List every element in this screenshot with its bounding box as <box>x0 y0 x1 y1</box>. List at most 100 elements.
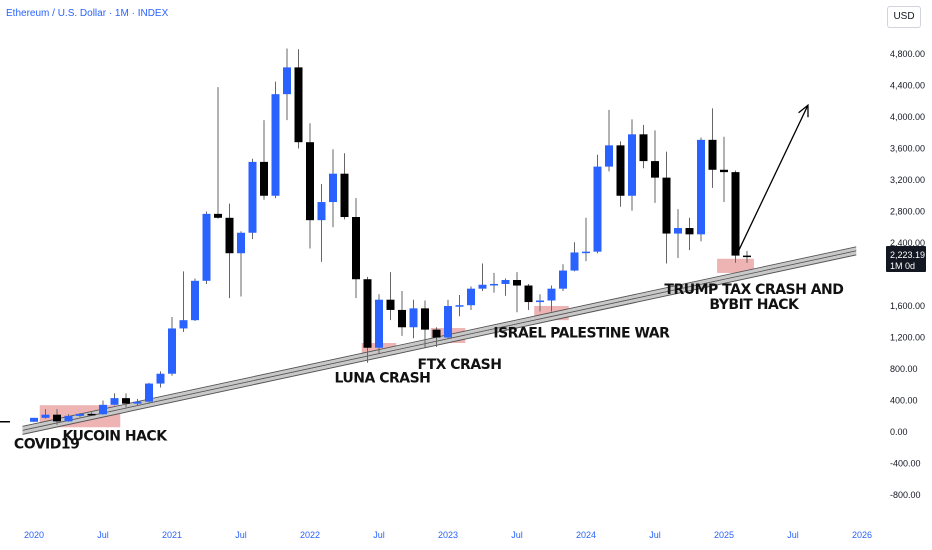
projection-arrow-head <box>798 103 809 118</box>
candle-body-6 <box>99 404 107 415</box>
x-tick-5: Jul <box>373 530 385 540</box>
candle-body-10 <box>145 383 153 402</box>
y-tick-4: 3,200.00 <box>890 175 925 185</box>
candle-body-38 <box>467 288 475 306</box>
y-tick-2: 4,000.00 <box>890 112 925 122</box>
candle-body-35 <box>432 329 441 338</box>
y-tick-7: 1,600.00 <box>890 301 925 311</box>
trendline-fill-2 <box>22 251 857 434</box>
annotation-0: COVID19 <box>14 437 79 453</box>
x-tick-9: Jul <box>649 530 661 540</box>
candle-body-46 <box>559 270 567 289</box>
x-tick-4: 2022 <box>300 530 320 540</box>
candle-body-60 <box>720 169 728 173</box>
y-tick-10: 400.00 <box>890 396 918 406</box>
candle-body-48 <box>582 251 590 254</box>
x-tick-10: 2025 <box>714 530 734 540</box>
candles-layer <box>0 48 751 425</box>
x-tick-0: 2020 <box>24 530 44 540</box>
y-tick-13: -800.00 <box>890 490 921 500</box>
x-tick-2: 2021 <box>162 530 182 540</box>
candle-body-54 <box>651 161 659 178</box>
trendline-layer <box>22 246 857 435</box>
candle-body-15 <box>202 213 211 281</box>
candle-body-57 <box>685 228 694 235</box>
candle-body-51 <box>616 145 625 196</box>
candle-body-28 <box>352 217 360 280</box>
x-tick-1: Jul <box>97 530 109 540</box>
candle-body-25 <box>317 202 326 221</box>
annotation-4: ISRAEL PALESTINE WAR <box>493 326 670 342</box>
last-price-value: 2,223.19 <box>890 250 925 260</box>
candle-body-29 <box>363 279 372 348</box>
x-tick-6: 2023 <box>438 530 458 540</box>
x-tick-3: Jul <box>235 530 247 540</box>
x-tick-8: 2024 <box>576 530 596 540</box>
candle-body-59 <box>708 139 717 170</box>
event-zone-4 <box>717 258 754 273</box>
candle-body-0 <box>30 417 38 422</box>
projection-arrow-line <box>737 104 809 253</box>
candle-body-40 <box>490 283 498 286</box>
candle-body-16 <box>214 213 222 218</box>
candle-body-37 <box>455 305 464 307</box>
candle-body-50 <box>605 145 613 167</box>
candle-body-34 <box>421 308 429 330</box>
candle-body-8 <box>122 398 130 404</box>
arrow-layer <box>737 103 809 253</box>
annotation-2: LUNA CRASH <box>334 370 430 386</box>
candle-body-22 <box>283 67 291 95</box>
candle-body-11 <box>156 373 165 384</box>
chart-title: Ethereum / U.S. Dollar · 1M · INDEX <box>6 8 169 19</box>
candle-body-31 <box>386 299 395 310</box>
candle-body-47 <box>570 252 579 271</box>
x-tick-7: Jul <box>511 530 523 540</box>
y-tick-1: 4,400.00 <box>890 81 925 91</box>
last-price-label: 2,223.19 1M 0d <box>886 245 926 272</box>
trendline-fill <box>22 247 857 430</box>
candle-body-52 <box>628 134 636 196</box>
time-axis[interactable]: 2020 Jul 2021 Jul 2022 Jul 2023 Jul 2024 Jul 2025 J… <box>24 530 872 540</box>
x-tick-12: 2026 <box>852 530 872 540</box>
candle-body-2 <box>53 414 61 422</box>
candle-body-1 <box>41 414 50 418</box>
candle-body-19 <box>248 161 257 233</box>
y-tick-11: 0.00 <box>890 427 908 437</box>
candle-body-58 <box>697 139 705 235</box>
y-tick-6: 2,400.00 <box>890 238 925 248</box>
candle-body-9 <box>133 401 142 404</box>
candle-body-17 <box>225 217 234 254</box>
candle-body-61 <box>731 172 740 256</box>
candle-body-49 <box>593 166 602 252</box>
x-tick-11: Jul <box>787 530 799 540</box>
candle-body-5 <box>87 413 96 416</box>
y-tick-12: -400.00 <box>890 459 921 469</box>
y-tick-3: 3,600.00 <box>890 144 925 154</box>
candle-body-21 <box>271 94 280 196</box>
candle-body-55 <box>662 177 671 234</box>
candle-body-33 <box>409 308 418 328</box>
candle-body-53 <box>639 134 648 162</box>
y-tick-0: 4,800.00 <box>890 49 925 59</box>
y-tick-9: 800.00 <box>890 364 918 374</box>
candle-body-14 <box>191 280 199 321</box>
price-axis[interactable]: 4,800.00 4,400.00 4,000.00 3,600.00 3,200.00… <box>890 49 925 500</box>
candle-body-20 <box>260 161 268 196</box>
candle-body-43 <box>524 285 533 303</box>
candle-body-42 <box>513 280 521 286</box>
candle-body-32 <box>398 309 406 328</box>
annotation-6: BYBIT HACK <box>709 297 800 313</box>
y-tick-5: 2,800.00 <box>890 207 925 217</box>
candle-body-23 <box>294 67 303 143</box>
candle-body-13 <box>179 320 188 329</box>
candle-body-62 <box>743 255 751 258</box>
trendline-middle <box>22 250 857 431</box>
annotation-3: FTX CRASH <box>418 357 502 373</box>
candle-body-45 <box>547 288 556 301</box>
candle-body-4 <box>76 413 84 416</box>
currency-button[interactable]: USD <box>887 6 921 28</box>
candle-body-44 <box>536 300 544 303</box>
candle-body-24 <box>306 142 314 221</box>
